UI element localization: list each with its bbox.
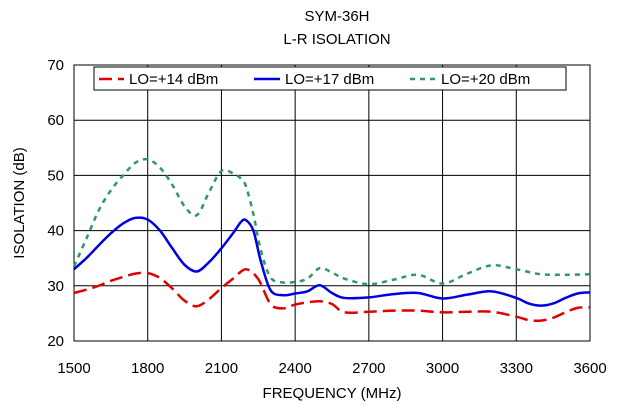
legend: LO=+14 dBm LO=+17 dBm LO=+20 dBm <box>93 66 567 91</box>
legend-label-lo-17: LO=+17 dBm <box>285 71 374 88</box>
series-line-2 <box>72 157 591 286</box>
series-layer <box>72 157 591 322</box>
x-tick-label-3: 2400 <box>278 360 311 377</box>
y-tick-label-5: 70 <box>47 57 64 74</box>
y-tick-label-4: 60 <box>47 112 64 129</box>
x-tick-label-4: 2700 <box>352 360 385 377</box>
y-tick-label-2: 40 <box>47 223 64 240</box>
x-tick-label-2: 2100 <box>205 360 238 377</box>
y-tick-label-1: 30 <box>47 278 64 295</box>
legend-label-lo-14: LO=+14 dBm <box>129 71 218 88</box>
x-axis-label: FREQUENCY (MHz) <box>263 385 402 402</box>
chart-title: SYM-36H <box>304 8 369 25</box>
plot-frame <box>73 64 591 342</box>
legend-box <box>93 66 567 91</box>
grid-lines <box>74 65 590 341</box>
x-tick-label-5: 3000 <box>426 360 459 377</box>
chart-subtitle: L-R ISOLATION <box>283 31 390 48</box>
y-tick-labels: 20 30 40 50 60 70 <box>47 57 64 350</box>
legend-label-lo-20: LO=+20 dBm <box>441 71 530 88</box>
x-tick-label-7: 3600 <box>573 360 606 377</box>
x-tick-labels: 1500 1800 2100 2400 2700 3000 3300 3600 <box>57 360 606 377</box>
y-tick-label-0: 20 <box>47 333 64 350</box>
y-axis-label: ISOLATION (dB) <box>11 147 28 258</box>
y-tick-label-3: 50 <box>47 167 64 184</box>
x-tick-label-1: 1800 <box>131 360 164 377</box>
x-tick-label-0: 1500 <box>57 360 90 377</box>
series-line-1 <box>73 216 591 307</box>
x-tick-label-6: 3300 <box>500 360 533 377</box>
series-line-0 <box>73 267 591 322</box>
